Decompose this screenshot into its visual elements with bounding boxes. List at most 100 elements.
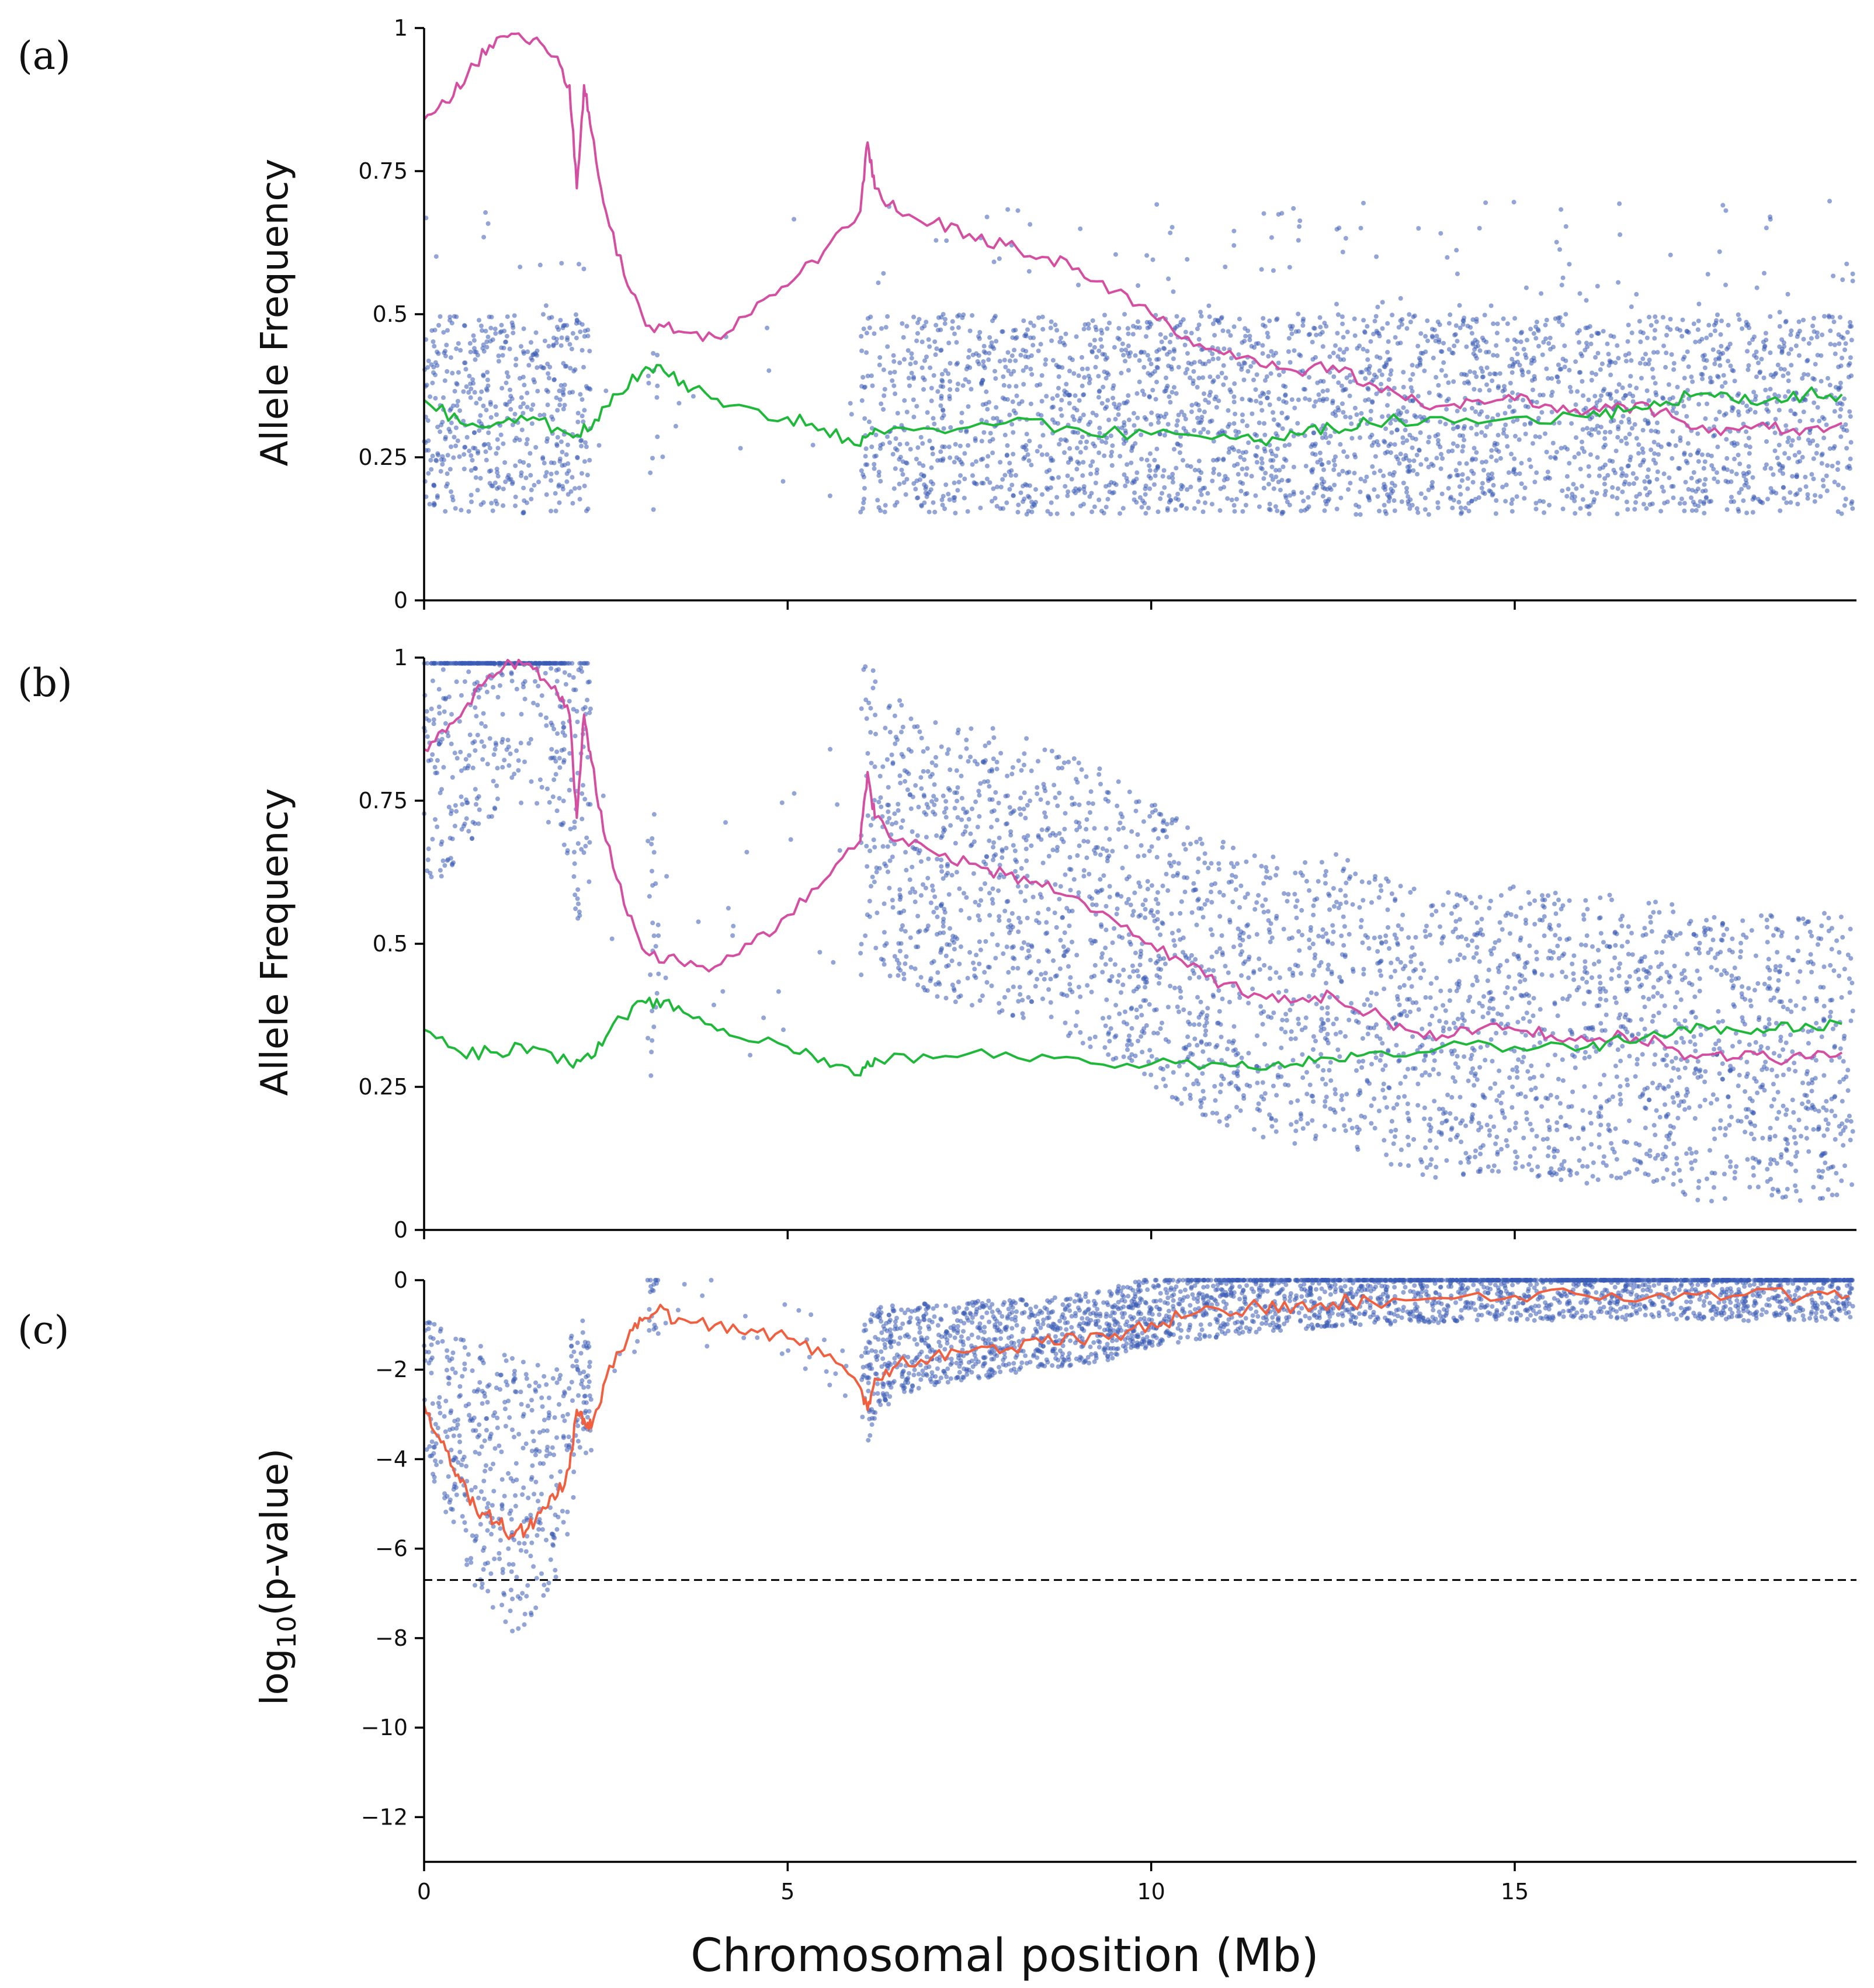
data-point — [1774, 371, 1779, 376]
data-point — [910, 886, 915, 891]
data-point — [1761, 339, 1766, 345]
data-point — [1219, 1082, 1224, 1087]
data-point — [879, 326, 884, 331]
data-point — [1597, 959, 1601, 964]
data-point — [547, 364, 553, 370]
data-point — [1073, 393, 1078, 398]
data-point — [780, 479, 786, 484]
data-point — [1587, 511, 1592, 516]
data-point — [648, 470, 653, 475]
data-point — [1036, 348, 1041, 353]
data-point — [1494, 331, 1500, 336]
data-point — [1011, 493, 1016, 498]
data-point — [554, 395, 559, 401]
data-point — [510, 481, 515, 486]
data-point — [1781, 485, 1786, 490]
data-point — [1486, 1164, 1491, 1169]
data-point — [1072, 405, 1077, 411]
data-point — [1217, 1119, 1222, 1124]
data-point — [950, 319, 955, 324]
data-point — [962, 477, 967, 481]
data-point — [1743, 1089, 1748, 1094]
data-point — [1345, 454, 1350, 460]
data-point — [435, 758, 440, 763]
data-point — [1014, 384, 1019, 389]
data-point — [1143, 898, 1148, 903]
data-point — [1484, 382, 1489, 387]
data-point — [1268, 371, 1273, 376]
data-point — [1196, 499, 1201, 505]
data-point — [1670, 395, 1675, 400]
data-point — [892, 370, 897, 375]
data-point — [1010, 335, 1015, 340]
data-point — [690, 394, 696, 399]
data-point — [903, 492, 908, 497]
data-point — [1070, 511, 1075, 516]
data-point — [1716, 374, 1721, 380]
data-point — [1342, 1123, 1347, 1128]
data-point — [497, 485, 502, 490]
data-point — [1158, 332, 1163, 337]
data-point — [1259, 408, 1265, 413]
data-point — [1598, 1082, 1603, 1087]
data-point — [1202, 409, 1207, 415]
data-point — [450, 494, 455, 499]
data-point — [1084, 855, 1089, 860]
data-point — [1422, 929, 1428, 934]
data-point — [1266, 354, 1271, 359]
data-point — [1088, 471, 1094, 477]
data-point — [1724, 437, 1729, 442]
data-point — [1228, 333, 1233, 338]
data-point — [1765, 940, 1770, 945]
data-point — [1484, 1122, 1490, 1128]
data-point — [1710, 937, 1716, 943]
data-point — [1792, 1135, 1797, 1140]
data-point — [1379, 381, 1384, 387]
data-point — [1619, 473, 1625, 478]
data-point — [1719, 937, 1724, 943]
data-point — [1154, 380, 1159, 385]
data-point — [1650, 367, 1655, 372]
data-point — [1652, 336, 1657, 341]
data-point — [1007, 461, 1012, 465]
data-point — [1805, 357, 1810, 363]
data-point — [1004, 500, 1009, 505]
data-point — [858, 509, 863, 515]
data-point — [1416, 226, 1421, 231]
data-point — [1671, 1066, 1676, 1071]
data-point — [1155, 901, 1161, 906]
data-point — [1590, 975, 1594, 980]
panel-a-label: (a) — [18, 33, 71, 78]
data-point — [558, 343, 564, 348]
data-point — [1327, 995, 1332, 1000]
data-point — [1260, 343, 1265, 348]
data-point — [1573, 402, 1578, 407]
data-point — [1495, 353, 1500, 358]
data-point — [1809, 1089, 1814, 1094]
data-point — [1372, 373, 1377, 377]
data-point — [1517, 471, 1522, 477]
data-point — [1589, 333, 1594, 339]
data-point — [472, 430, 477, 435]
data-point — [1786, 389, 1791, 394]
data-point — [1340, 401, 1345, 406]
data-point — [655, 353, 660, 357]
data-point — [1514, 339, 1519, 344]
data-point — [1013, 358, 1018, 363]
data-point — [935, 970, 941, 975]
data-point — [1577, 370, 1582, 375]
data-point — [1313, 952, 1318, 957]
data-point — [1082, 375, 1087, 380]
data-point — [1223, 376, 1228, 380]
data-point — [1841, 485, 1846, 491]
data-point — [912, 889, 918, 895]
data-point — [1122, 420, 1127, 425]
data-point — [1391, 1106, 1396, 1111]
data-point — [1488, 422, 1493, 427]
data-point — [953, 442, 958, 447]
data-point — [1502, 384, 1507, 389]
data-point — [1252, 345, 1257, 350]
data-point — [1584, 933, 1590, 939]
data-point — [1598, 425, 1604, 430]
data-point — [1327, 1068, 1332, 1073]
